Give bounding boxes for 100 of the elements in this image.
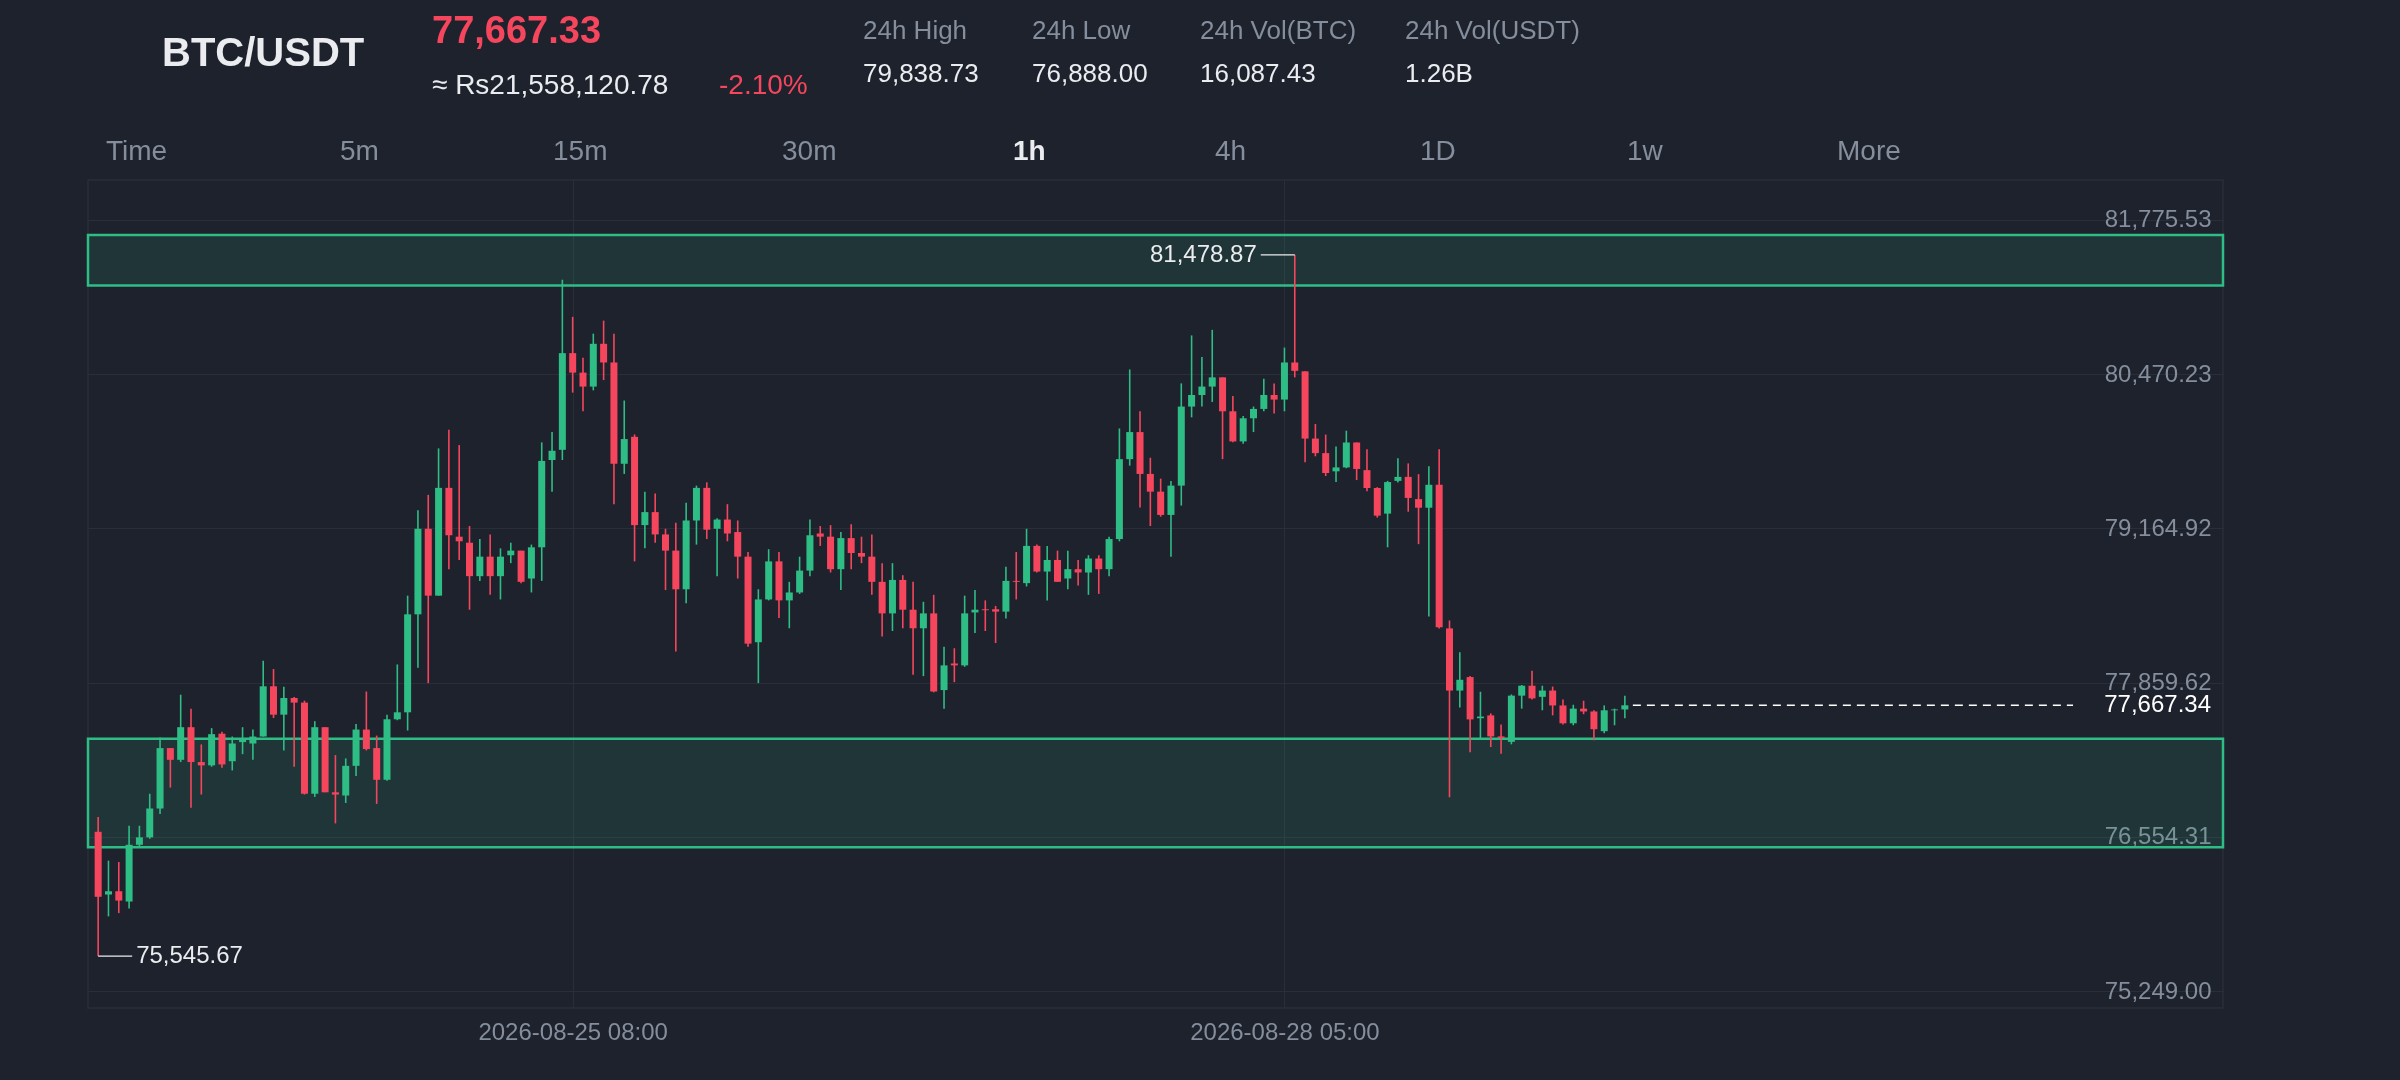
candlestick [249, 728, 257, 761]
candlestick [280, 685, 288, 752]
y-tick-label: 77,859.62 [2104, 668, 2212, 696]
candlestick [858, 535, 866, 564]
candlestick [569, 316, 577, 394]
candlestick [1012, 551, 1020, 601]
text: 1D [1420, 135, 1456, 166]
candlestick [1146, 456, 1154, 527]
candlestick [1549, 685, 1557, 717]
candlestick [1600, 704, 1608, 735]
candlestick [166, 747, 174, 789]
candlestick [1054, 549, 1061, 583]
annotation: 75,545.67 [136, 941, 243, 969]
text: 24h Vol(USDT) [1405, 15, 1580, 45]
candlestick [600, 319, 608, 381]
candlestick [362, 690, 370, 752]
candlestick [290, 696, 298, 768]
candlestick [1528, 669, 1536, 701]
candlestick [228, 735, 236, 772]
candlestick [1270, 382, 1278, 415]
candlestick [486, 533, 494, 596]
candlestick [847, 523, 855, 570]
candlestick [1064, 549, 1072, 591]
candlestick [1404, 462, 1412, 513]
text: ≈ Rs21,558,120.78 [432, 69, 669, 100]
text: 1.26B [1405, 58, 1473, 88]
text: 15m [553, 135, 608, 166]
candlestick [496, 547, 504, 601]
candlestick [641, 490, 649, 550]
y-tick-label: 81,775.53 [2104, 205, 2212, 233]
candlestick [1095, 554, 1103, 595]
candlestick [1043, 545, 1051, 602]
candlestick [950, 647, 958, 683]
candlestick [796, 555, 804, 595]
candlestick [135, 824, 143, 848]
text: -2.10% [719, 69, 808, 100]
candlestick [1239, 415, 1247, 445]
candlestick [579, 356, 587, 413]
text: 79,838.73 [863, 58, 979, 88]
y-tick-label: 75,249.00 [2104, 976, 2212, 1004]
y-tick-label: 80,470.23 [2104, 359, 2212, 387]
candlestick [331, 754, 339, 825]
candlestick [1363, 448, 1371, 492]
text: 76,888.00 [1032, 58, 1148, 88]
candlestick [1487, 712, 1495, 748]
candlestick [393, 663, 401, 722]
chart-subtitle: 77,667.33 [432, 9, 602, 51]
candlestick [1208, 329, 1216, 403]
text: 16,087.43 [1200, 58, 1316, 88]
candlestick [1497, 723, 1505, 755]
text: 1w [1627, 135, 1664, 166]
text: 4h [1215, 135, 1247, 166]
candlestick [992, 605, 1000, 644]
candlestick [919, 601, 927, 677]
text: More [1837, 135, 1901, 166]
x-tick-label: 2026-08-28 05:00 [1190, 1017, 1380, 1045]
candlestick [1291, 254, 1299, 379]
y-tick-label: 76,554.31 [2104, 822, 2212, 850]
candlestick [785, 581, 793, 630]
candlestick [1559, 698, 1567, 726]
candlestick [1569, 703, 1577, 727]
candlestick [1260, 377, 1268, 413]
candlestick [1250, 405, 1257, 433]
text: 1h [1013, 135, 1046, 166]
candlestick [1538, 684, 1546, 712]
text: 24h High [863, 15, 968, 45]
x-tick-label: 2026-08-25 08:00 [478, 1017, 668, 1045]
candlestick [1621, 694, 1629, 720]
text: 24h Low [1032, 15, 1131, 45]
candlestick [476, 538, 484, 582]
text: 24h Vol(BTC) [1200, 15, 1357, 45]
candlestick [1415, 473, 1423, 545]
candlestick [1332, 445, 1340, 483]
candlestick [197, 743, 205, 796]
candlestick [548, 431, 556, 493]
candlestick [909, 581, 917, 676]
candlestick [1188, 334, 1196, 419]
y-tick-label: 79,164.92 [2104, 513, 2212, 541]
candlestick [1074, 559, 1082, 587]
candlestick [115, 861, 123, 914]
candlestick [1322, 433, 1330, 477]
candlestick [1425, 465, 1433, 618]
candlestick [1590, 709, 1598, 742]
candlestick [1198, 356, 1206, 408]
candlestick [816, 525, 824, 547]
candlestick [104, 859, 112, 918]
text: 30m [782, 135, 837, 166]
text: 5m [340, 135, 379, 166]
candlestick [723, 503, 731, 543]
candlestick [713, 517, 721, 577]
candlestick [981, 599, 989, 632]
candlestick [1157, 477, 1165, 518]
candlestick [1456, 651, 1464, 709]
text: Time [106, 135, 168, 166]
candlestick [1394, 457, 1402, 484]
candlestick [1084, 554, 1092, 596]
candlestick [651, 492, 659, 544]
annotation: 81,478.87 [1149, 239, 1257, 267]
candlestick [1311, 423, 1319, 458]
chart-title: BTC/USDT [162, 30, 365, 74]
